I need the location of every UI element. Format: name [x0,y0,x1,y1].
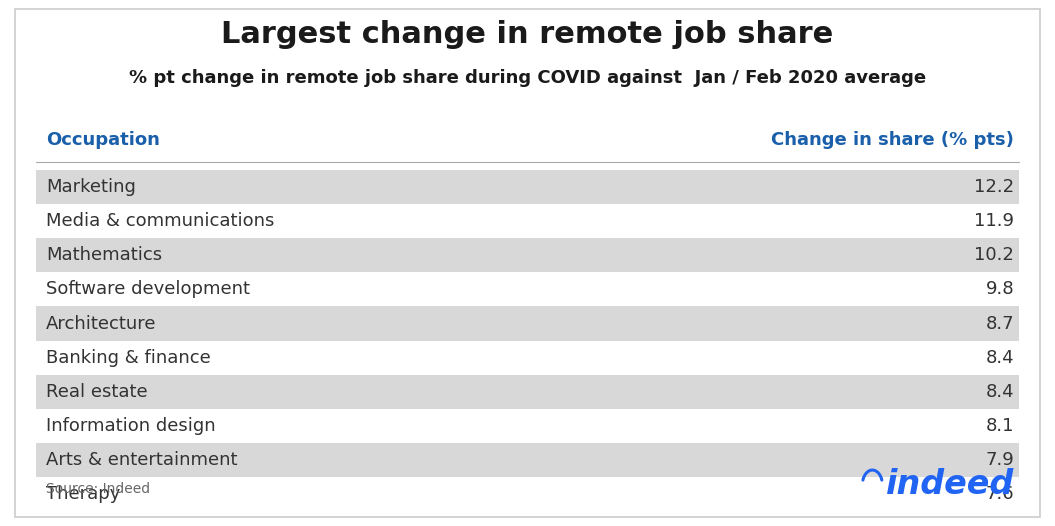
Text: 7.6: 7.6 [985,485,1014,503]
Text: Source: Indeed: Source: Indeed [46,482,150,496]
Text: 8.4: 8.4 [985,349,1014,367]
Text: Banking & finance: Banking & finance [46,349,211,367]
Bar [36,375,1019,409]
Text: 11.9: 11.9 [974,212,1014,230]
Text: 12.2: 12.2 [974,178,1014,196]
Text: Largest change in remote job share: Largest change in remote job share [222,19,833,49]
Text: 9.8: 9.8 [985,280,1014,298]
Text: Marketing: Marketing [46,178,136,196]
Text: Occupation: Occupation [46,131,160,149]
Text: Change in share (% pts): Change in share (% pts) [771,131,1014,149]
Text: 7.9: 7.9 [985,451,1014,469]
Text: 8.1: 8.1 [985,417,1014,435]
Text: Architecture: Architecture [46,315,156,332]
Bar [36,238,1019,272]
Text: Information design: Information design [46,417,215,435]
Bar [36,443,1019,477]
Text: indeed: indeed [886,468,1014,501]
Text: 8.7: 8.7 [985,315,1014,332]
Text: % pt change in remote job share during COVID against  Jan / Feb 2020 average: % pt change in remote job share during C… [129,69,926,87]
Text: Mathematics: Mathematics [46,246,162,264]
Text: Real estate: Real estate [46,383,148,401]
Bar [36,307,1019,341]
Text: Arts & entertainment: Arts & entertainment [46,451,237,469]
Text: Software development: Software development [46,280,250,298]
Text: Media & communications: Media & communications [46,212,274,230]
Bar [36,170,1019,204]
Text: 10.2: 10.2 [975,246,1014,264]
Text: Therapy: Therapy [46,485,120,503]
Text: 8.4: 8.4 [985,383,1014,401]
